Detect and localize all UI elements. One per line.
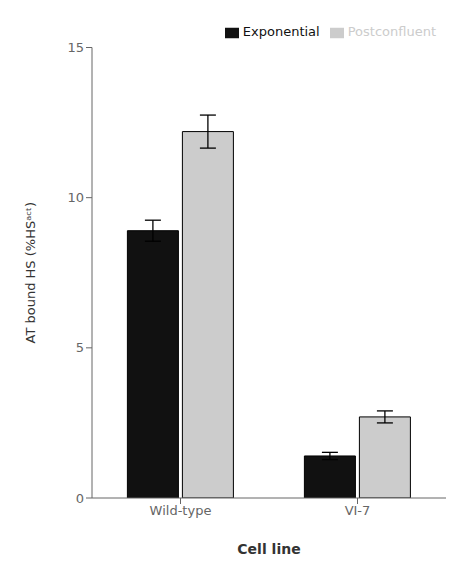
svg-text:0: 0 (76, 491, 84, 506)
svg-text:VI-7: VI-7 (345, 503, 371, 518)
html-text:Exponential: Exponential (242, 24, 320, 39)
svg-text:AT bound HS (%HSᵃᶜᵗ): AT bound HS (%HSᵃᶜᵗ) (23, 202, 38, 343)
svg-text:5: 5 (76, 340, 84, 355)
svg-text:Wild-type: Wild-type (150, 503, 212, 518)
html-text:Postconfluent: Postconfluent (347, 24, 436, 39)
svg-text:Cell line: Cell line (237, 541, 300, 557)
svg-text:15: 15 (67, 40, 84, 55)
svg-text:10: 10 (67, 190, 84, 205)
